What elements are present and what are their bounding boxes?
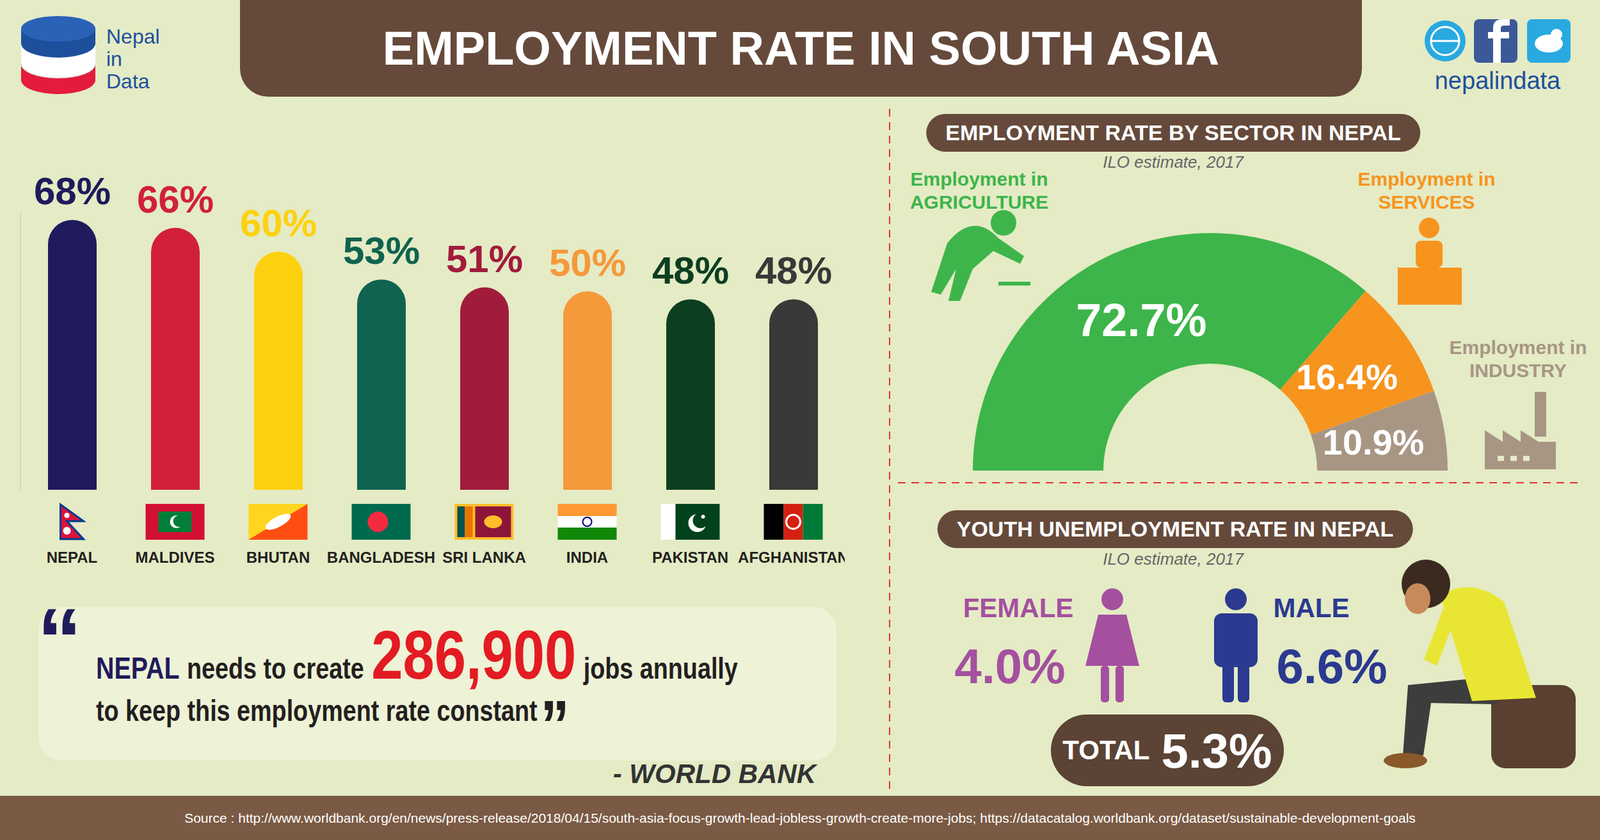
html-text:EMPLOYMENT RATE BY SECTOR IN N: EMPLOYMENT RATE BY SECTOR IN NEPAL (945, 120, 1401, 145)
svg-text:72.7%: 72.7% (1075, 294, 1207, 346)
svg-text:60%: 60% (240, 201, 317, 245)
svg-text:48%: 48% (652, 248, 729, 292)
html-text:FEMALE: FEMALE (963, 592, 1074, 623)
html-text:286,900: 286,900 (371, 615, 577, 694)
html-text:in: in (106, 47, 123, 71)
html-text:nepalindata: nepalindata (1434, 67, 1561, 95)
svg-text:AFGHANISTAN: AFGHANISTAN (737, 548, 845, 566)
html-text:INDUSTRY: INDUSTRY (1469, 359, 1567, 381)
html-text:6.6%: 6.6% (1276, 638, 1388, 694)
svg-text:INDIA: INDIA (566, 548, 608, 566)
svg-text:10.9%: 10.9% (1322, 421, 1425, 463)
html-text:TOTAL 5.3%: TOTAL 5.3% (1062, 722, 1273, 778)
svg-text:SRI LANKA: SRI LANKA (442, 548, 527, 566)
html-text:Employment in: Employment in (1357, 168, 1496, 190)
svg-text:MALDIVES: MALDIVES (135, 548, 215, 566)
html-text:SERVICES: SERVICES (1378, 191, 1475, 213)
html-text:AGRICULTURE: AGRICULTURE (910, 191, 1049, 213)
html-text:Data: Data (106, 70, 150, 94)
html-text:Employment in: Employment in (1449, 336, 1587, 358)
svg-text:48%: 48% (755, 248, 832, 292)
svg-text:66%: 66% (136, 177, 214, 221)
html-text:ILO estimate, 2017: ILO estimate, 2017 (1102, 152, 1244, 172)
html-text:MALE: MALE (1273, 592, 1350, 623)
html-text:to keep this employment rate c: to keep this employment rate constant (96, 693, 538, 728)
svg-text:16.4%: 16.4% (1296, 356, 1398, 397)
svg-text:BANGLADESH: BANGLADESH (327, 548, 436, 566)
html-text:Source : http://www.worldbank.: Source : http://www.worldbank.org/en/new… (184, 809, 1416, 825)
svg-text:53%: 53% (343, 229, 420, 272)
svg-text:PAKISTAN: PAKISTAN (652, 548, 729, 566)
html-text:Nepal: Nepal (106, 24, 160, 48)
html-text:NEPAL needs to create: NEPAL needs to create (96, 650, 364, 685)
svg-text:BHUTAN: BHUTAN (246, 548, 311, 566)
svg-text:51%: 51% (446, 237, 523, 281)
html-text:ILO estimate, 2017: ILO estimate, 2017 (1102, 549, 1244, 569)
html-text:4.0%: 4.0% (954, 638, 1066, 694)
html-text:EMPLOYMENT RATE IN SOUTH ASIA: EMPLOYMENT RATE IN SOUTH ASIA (382, 21, 1220, 75)
svg-text:NEPAL: NEPAL (46, 548, 98, 566)
svg-text:68%: 68% (33, 169, 111, 213)
svg-text:50%: 50% (549, 241, 626, 285)
html-text:- WORLD BANK: - WORLD BANK (612, 758, 816, 789)
html-text:Employment in: Employment in (910, 168, 1048, 190)
html-text:YOUTH UNEMPLOYMENT RATE IN NEP: YOUTH UNEMPLOYMENT RATE IN NEPAL (956, 516, 1394, 541)
html-text:jobs annually: jobs annually (583, 651, 738, 685)
